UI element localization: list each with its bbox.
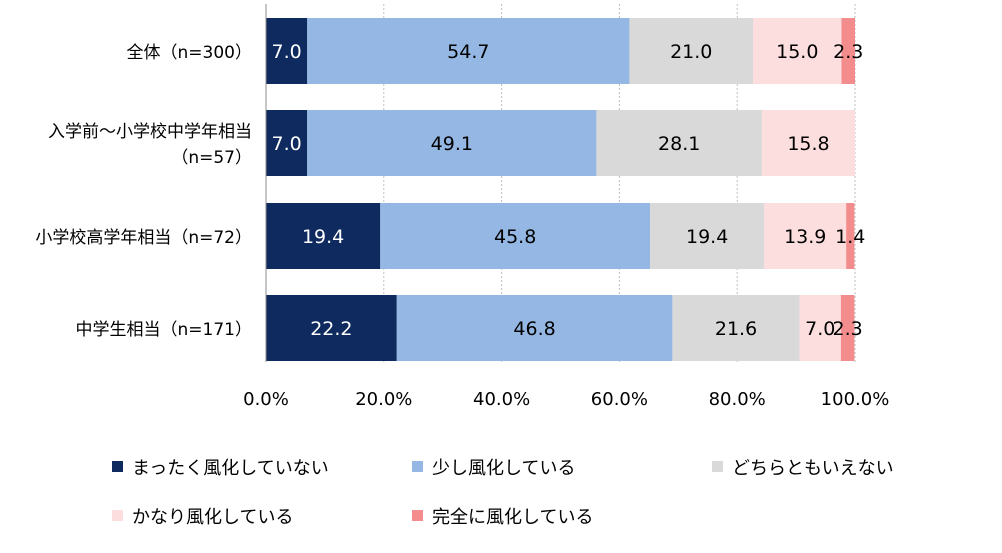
data-label: 19.4 — [686, 226, 728, 248]
bar-segment — [672, 295, 800, 361]
bar-segment — [764, 203, 847, 269]
bar-segment — [629, 18, 754, 84]
x-tick-label: 60.0% — [591, 389, 648, 410]
data-label: 2.3 — [833, 318, 863, 340]
data-label: 19.4 — [302, 226, 344, 248]
legend-swatch — [412, 461, 423, 472]
legend-swatch — [112, 461, 123, 472]
bar-segment — [799, 295, 841, 361]
bar-segment — [307, 110, 597, 176]
x-tick-label: 40.0% — [473, 389, 530, 410]
data-label: 49.1 — [431, 133, 473, 155]
bar-segment — [596, 110, 762, 176]
data-label: 15.8 — [787, 133, 829, 155]
legend-label: 少し風化している — [432, 458, 575, 479]
data-label: 54.7 — [447, 41, 489, 63]
bar-segment — [753, 18, 842, 84]
bar-segment — [380, 203, 651, 269]
data-label: 21.0 — [670, 41, 712, 63]
x-tick-label: 20.0% — [355, 389, 412, 410]
bar-segment — [650, 203, 765, 269]
legend-label: まったく風化していない — [132, 458, 329, 479]
legend-label: 完全に風化している — [432, 507, 593, 528]
bar-segment — [840, 295, 855, 361]
data-label: 7.0 — [272, 133, 302, 155]
category-labels: 全体（n=300） 入学前～小学校中学年相当 （n=57） 小学校高学年相当（n=72… — [35, 43, 252, 340]
category-label: 入学前～小学校中学年相当 — [48, 122, 252, 142]
data-label: 13.9 — [784, 226, 826, 248]
data-label: 15.0 — [776, 41, 818, 63]
legend-swatch — [412, 510, 423, 521]
category-label: 中学生相当（n=171） — [76, 320, 252, 340]
legend-swatch — [112, 510, 123, 521]
data-label: 45.8 — [494, 226, 536, 248]
x-tick-labels: 0.0% 20.0% 40.0% 60.0% 80.0% 100.0% — [243, 389, 889, 410]
data-label: 22.2 — [310, 318, 352, 340]
x-tick-label: 80.0% — [709, 389, 766, 410]
data-label: 2.3 — [833, 41, 863, 63]
bar-segment — [761, 110, 855, 176]
data-label: 7.0 — [805, 318, 835, 340]
category-label: （n=57） — [171, 148, 252, 168]
category-label: 全体（n=300） — [127, 43, 252, 63]
data-label: 46.8 — [513, 318, 555, 340]
bar-segment — [846, 203, 855, 269]
data-label: 7.0 — [272, 41, 302, 63]
category-label: 小学校高学年相当（n=72） — [35, 228, 252, 248]
bar-segment — [307, 18, 630, 84]
bar-segment — [266, 18, 308, 84]
data-label: 1.4 — [835, 226, 865, 248]
x-tick-label: 0.0% — [243, 389, 289, 410]
bar-segment — [266, 203, 381, 269]
x-tick-label: 100.0% — [821, 389, 890, 410]
legend-label: かなり風化している — [132, 507, 293, 528]
legend-label: どちらともいえない — [732, 458, 894, 479]
data-label: 21.6 — [715, 318, 757, 340]
bars: 7.0 54.7 21.0 15.0 2.37.0 49.1 28.1 15.819.4 45.… — [266, 18, 865, 361]
bar-segment — [266, 110, 308, 176]
bar-segment — [266, 295, 397, 361]
legend-swatch — [712, 461, 723, 472]
data-label: 28.1 — [658, 133, 700, 155]
bar-segment — [396, 295, 673, 361]
bar-segment — [841, 18, 855, 84]
